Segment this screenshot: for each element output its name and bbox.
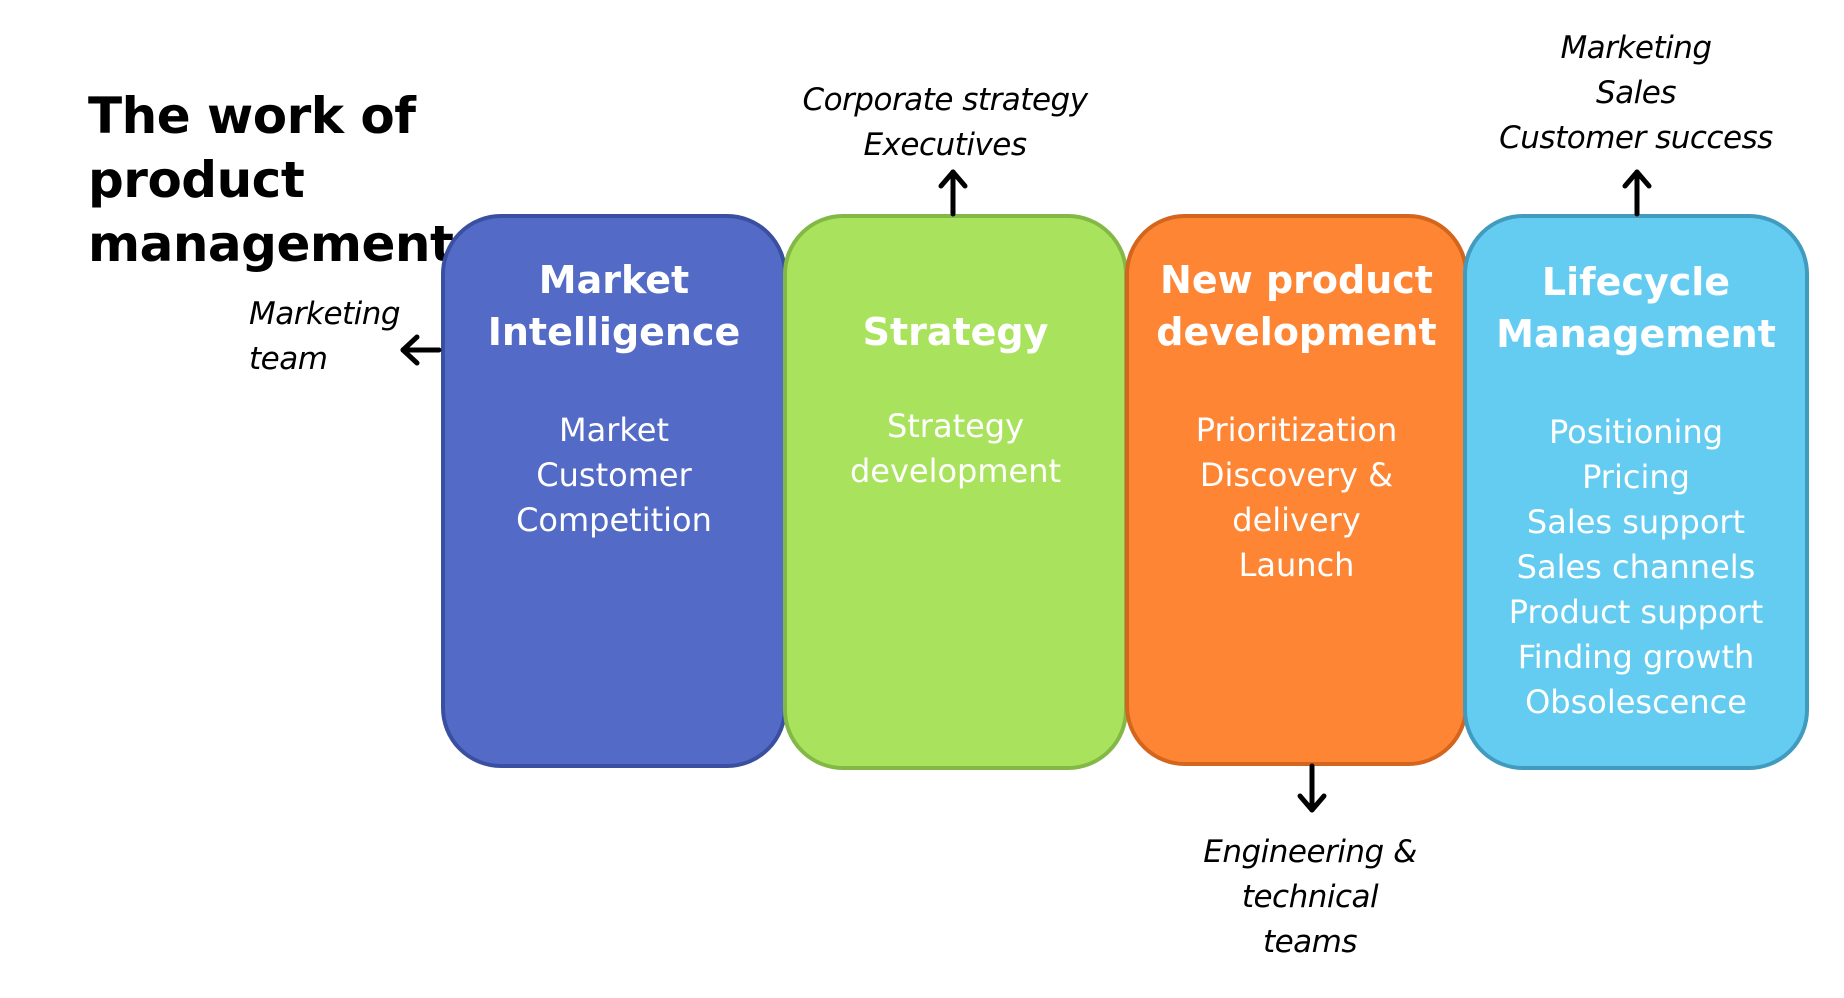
stage-item: Positioning bbox=[1548, 413, 1724, 451]
stage-item-list: Positioning Pricing Sales support Sales … bbox=[1467, 410, 1805, 725]
stage-item: development bbox=[849, 452, 1062, 490]
arrow-left-icon bbox=[400, 334, 442, 366]
stage-item: Customer bbox=[536, 456, 692, 494]
stage-item: Prioritization bbox=[1195, 411, 1398, 449]
stage-item: Finding growth bbox=[1517, 638, 1755, 676]
stakeholder-go-to-market: Marketing Sales Customer success bbox=[1499, 30, 1773, 156]
stage-item: Pricing bbox=[1582, 458, 1690, 496]
stage-strategy: Strategy Strategy development bbox=[783, 214, 1128, 770]
stage-heading: New product development bbox=[1156, 258, 1437, 354]
stage-item: Sales support bbox=[1526, 503, 1746, 541]
arrow-up-icon bbox=[938, 169, 968, 217]
arrow-up-icon bbox=[1622, 169, 1652, 217]
stage-item: Discovery & bbox=[1199, 456, 1394, 494]
stage-item: Market bbox=[559, 411, 669, 449]
stakeholder-marketing-team: Marketing team bbox=[249, 296, 401, 377]
stage-item-list: Market Customer Competition bbox=[445, 408, 783, 543]
stage-item: delivery bbox=[1232, 501, 1361, 539]
stage-item: Obsolescence bbox=[1525, 683, 1747, 721]
page-title: The work of product management bbox=[88, 87, 454, 273]
stakeholder-engineering: Engineering & technical teams bbox=[1203, 834, 1417, 960]
arrow-down-icon bbox=[1297, 763, 1327, 813]
stage-new-product-development: New product development Prioritization D… bbox=[1125, 214, 1468, 766]
stage-item-list: Strategy development bbox=[787, 404, 1124, 494]
stage-item: Strategy bbox=[886, 407, 1025, 445]
stage-heading: Strategy bbox=[862, 310, 1049, 354]
stage-lifecycle-management: Lifecycle Management Positioning Pricing… bbox=[1463, 214, 1809, 770]
stage-item: Product support bbox=[1508, 593, 1764, 631]
stage-item: Launch bbox=[1238, 546, 1355, 584]
stage-heading: Market Intelligence bbox=[487, 258, 741, 354]
stakeholder-corporate: Corporate strategy Executives bbox=[802, 82, 1088, 163]
stage-item: Competition bbox=[516, 501, 712, 539]
stage-heading: Lifecycle Management bbox=[1496, 260, 1776, 356]
stage-market-intelligence: Market Intelligence Market Customer Comp… bbox=[441, 214, 787, 768]
stage-item: Sales channels bbox=[1516, 548, 1756, 586]
stage-item-list: Prioritization Discovery & delivery Laun… bbox=[1129, 408, 1464, 588]
